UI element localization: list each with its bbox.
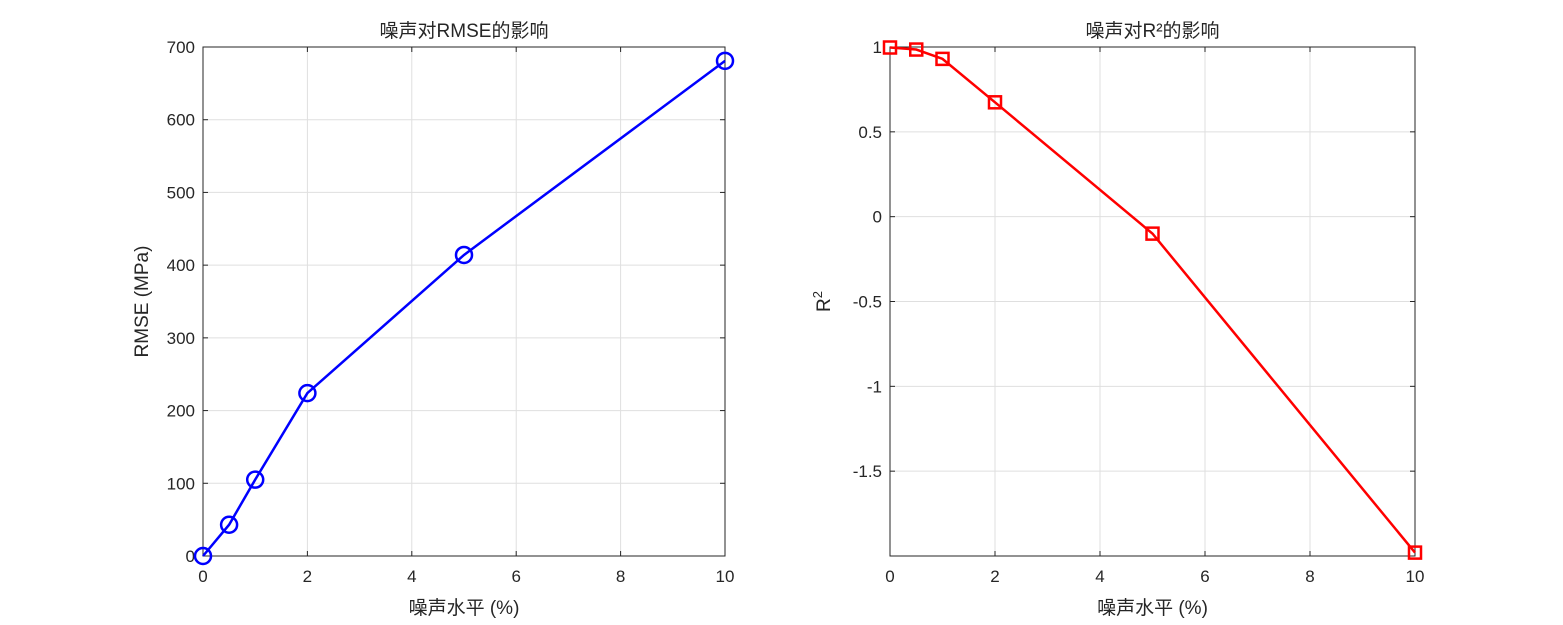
- x-tick-label: 4: [1095, 567, 1104, 586]
- data-point: [454, 245, 474, 265]
- data-point: [935, 51, 950, 67]
- x-tick-label: 0: [885, 567, 894, 586]
- data-point: [298, 383, 317, 403]
- data-point: [987, 95, 1003, 110]
- x-tick-label: 8: [1305, 567, 1314, 586]
- y-tick-label: 300: [167, 329, 195, 348]
- axes-box: [202, 46, 726, 557]
- x-axis-label: 噪声水平 (%): [409, 597, 520, 619]
- x-tick-label: 6: [1200, 567, 1209, 586]
- y-tick-label: 0: [186, 547, 195, 566]
- x-tick-label: 10: [1406, 567, 1425, 586]
- y-tick-label: 700: [167, 38, 195, 57]
- y-tick-label: 100: [167, 474, 195, 493]
- y-axis-label: RMSE (MPa): [132, 246, 153, 358]
- axes-1: 0 2 4 6 8 100100200300400500600700噪声对RMSE的影响噪…: [132, 20, 734, 619]
- y-tick-label: 400: [167, 256, 195, 275]
- data-point: [1145, 226, 1160, 241]
- x-tick-label: 0: [198, 567, 207, 586]
- x-tick-label: 10: [716, 567, 735, 586]
- y-tick-label: -1: [867, 377, 882, 396]
- x-tick-label: 2: [990, 567, 999, 586]
- x-tick-label: 8: [616, 567, 625, 586]
- y-tick-label: 200: [167, 402, 195, 421]
- data-point: [193, 546, 213, 566]
- data-point: [715, 51, 735, 71]
- data-point: [1407, 545, 1423, 560]
- chart-title: 噪声对R²的影响: [1085, 20, 1219, 42]
- y-tick-label: 0.5: [858, 123, 882, 142]
- data-point: [245, 470, 265, 489]
- data-point: [219, 515, 239, 534]
- y-axis-label-superscript: 2: [810, 291, 825, 298]
- x-tick-label: 2: [303, 567, 312, 586]
- y-tick-label: 500: [167, 183, 195, 202]
- series-line: [889, 46, 1416, 554]
- x-tick-label: 6: [511, 567, 520, 586]
- y-axis-label-text: RMSE (MPa): [132, 246, 153, 358]
- data-point: [909, 42, 924, 57]
- y-tick-label: 1: [873, 38, 882, 57]
- data-point: [882, 40, 898, 55]
- y-tick-label: 0: [873, 208, 882, 227]
- series-line: [202, 59, 726, 557]
- x-axis-label: 噪声水平 (%): [1097, 597, 1208, 619]
- x-tick-label: 4: [407, 567, 416, 586]
- y-axis-label: R2: [810, 291, 835, 312]
- y-tick-label: 600: [167, 111, 195, 130]
- y-tick-label: -0.5: [853, 293, 882, 312]
- chart-title: 噪声对RMSE的影响: [380, 20, 549, 42]
- y-axis-label-text: R: [814, 298, 835, 312]
- y-tick-label: -1.5: [853, 462, 882, 481]
